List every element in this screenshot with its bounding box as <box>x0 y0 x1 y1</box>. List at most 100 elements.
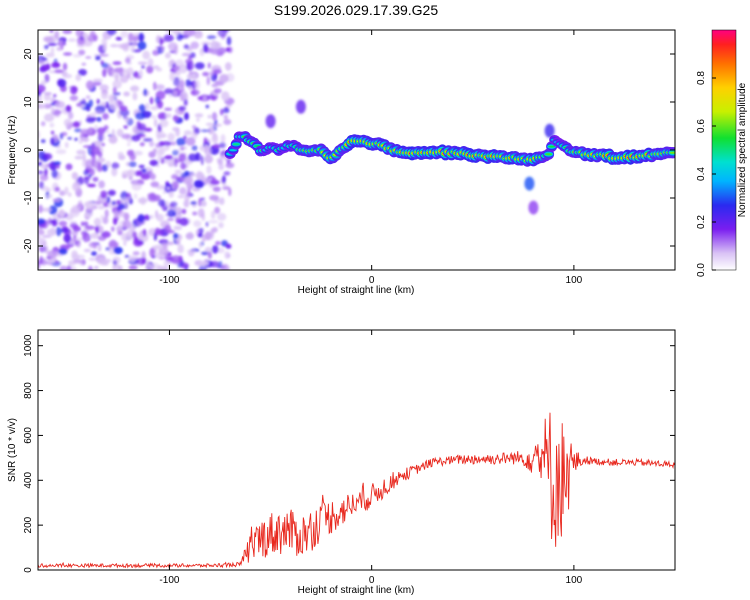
noise-blob <box>186 61 195 71</box>
noise-blob <box>218 163 225 171</box>
noise-blob <box>173 65 181 71</box>
noise-blob <box>159 119 169 128</box>
noise-blob <box>78 69 87 76</box>
noise-blob <box>67 136 72 140</box>
noise-blob <box>62 73 73 79</box>
noise-blob <box>149 96 154 105</box>
noise-blob <box>149 159 159 167</box>
noise-blob <box>207 126 214 135</box>
noise-blob <box>91 251 97 256</box>
noise-blob <box>183 44 190 50</box>
noise-blob <box>147 58 154 67</box>
noise-blob <box>76 149 86 155</box>
noise-blob <box>163 34 174 42</box>
noise-blob <box>94 110 103 115</box>
noise-blob <box>58 248 68 255</box>
noise-blob <box>43 153 53 160</box>
noise-blob <box>210 94 217 101</box>
noise-blob <box>226 36 232 46</box>
noise-blob <box>176 137 186 147</box>
noise-blob <box>39 60 45 64</box>
noise-blob <box>38 229 45 235</box>
noise-blob <box>64 141 69 149</box>
noise-blob <box>172 149 179 156</box>
noise-blob <box>208 219 219 224</box>
noise-blob <box>129 224 136 232</box>
noise-blob <box>128 176 133 181</box>
noise-blob <box>100 101 106 107</box>
noise-blob <box>101 231 111 238</box>
noise-blob <box>45 52 55 58</box>
noise-blob <box>97 244 102 252</box>
noise-blob <box>76 241 81 249</box>
noise-blob <box>165 113 172 118</box>
noise-blob <box>212 123 223 127</box>
noise-blob <box>83 169 89 176</box>
noise-blob <box>166 230 175 234</box>
noise-blob <box>218 222 224 229</box>
noise-blob <box>181 208 187 215</box>
noise-blob <box>223 119 232 125</box>
noise-blob <box>197 232 203 238</box>
noise-blob <box>138 164 145 169</box>
noise-blob <box>51 106 55 114</box>
ridge-cell <box>229 149 237 152</box>
noise-blob <box>112 86 117 94</box>
noise-blob <box>119 105 128 112</box>
noise-blob <box>55 226 62 237</box>
noise-blob <box>141 65 145 69</box>
noise-blob <box>109 241 119 248</box>
noise-blob <box>133 35 139 40</box>
noise-blob <box>195 152 202 162</box>
noise-blob <box>183 130 192 136</box>
noise-blob <box>146 65 154 74</box>
noise-blob <box>174 32 179 36</box>
noise-blob <box>125 57 131 64</box>
noise-blob <box>63 118 72 127</box>
noise-blob <box>198 227 204 234</box>
noise-blob <box>54 69 64 74</box>
noise-blob <box>142 257 147 264</box>
noise-blob <box>85 200 94 210</box>
noise-blob <box>174 169 182 173</box>
noise-blob <box>132 251 140 256</box>
colorbar-tick-label: 0.2 <box>696 215 707 229</box>
noise-blob <box>113 210 119 219</box>
noise-blob <box>211 112 218 121</box>
noise-blob <box>72 257 80 264</box>
noise-blob <box>200 197 205 201</box>
noise-blob <box>79 259 84 266</box>
noise-blob <box>155 84 165 90</box>
noise-blob <box>198 242 203 249</box>
noise-blob <box>99 84 109 92</box>
noise-blob <box>56 46 62 52</box>
noise-blob <box>190 89 200 96</box>
noise-blob <box>78 140 83 144</box>
spectrogram-y-tick-label: -20 <box>23 238 34 253</box>
noise-blob <box>157 199 166 207</box>
noise-blob <box>228 187 232 197</box>
noise-blob <box>214 119 218 125</box>
noise-blob <box>38 130 41 139</box>
noise-blob <box>155 67 163 72</box>
noise-blob <box>211 39 216 49</box>
noise-blob <box>219 74 229 83</box>
noise-blob <box>183 200 190 208</box>
noise-blob <box>143 214 151 221</box>
noise-blob <box>70 206 80 214</box>
noise-blob <box>85 117 96 123</box>
noise-blob <box>71 172 79 180</box>
noise-blob <box>46 187 51 193</box>
noise-blob <box>90 232 100 239</box>
noise-blob <box>117 43 123 49</box>
noise-blob <box>186 73 197 80</box>
noise-blob <box>45 194 53 199</box>
noise-blob <box>91 154 96 163</box>
noise-blob <box>209 71 215 76</box>
noise-blob <box>167 42 178 51</box>
noise-blob <box>219 197 225 205</box>
noise-blob <box>51 169 58 179</box>
noise-blob <box>38 261 41 270</box>
noise-blob <box>53 161 61 165</box>
